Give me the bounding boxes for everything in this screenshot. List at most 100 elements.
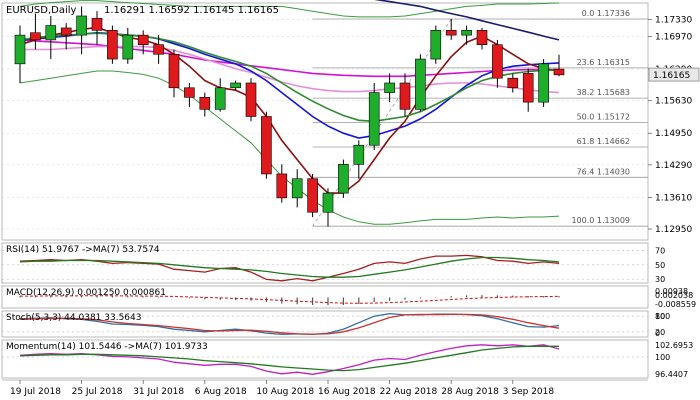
bearish-candle — [168, 53, 180, 89]
bearish-candle — [507, 77, 519, 89]
bullish-candle — [353, 144, 365, 165]
bullish-candle — [430, 30, 442, 60]
bullish-candle — [14, 34, 26, 65]
indicator-line — [19, 254, 560, 282]
bearish-candle — [184, 87, 195, 98]
bearish-candle — [445, 30, 457, 36]
bearish-candle — [91, 18, 103, 31]
bearish-candle — [522, 73, 534, 103]
bearish-candle — [276, 173, 288, 199]
bearish-candle — [30, 32, 41, 41]
fib-level-label: 61.8 1.14662 — [577, 137, 630, 146]
time-tick-label: 25 Jul 2018 — [72, 387, 123, 397]
indicator-header: Stoch(5,3,3) 44.0381 33.5643 — [6, 313, 141, 323]
indicator-line — [19, 345, 559, 372]
indicator-header: RSI(14) 51.9767 ->MA(7) 53.7574 — [6, 245, 160, 255]
time-tick-label: 10 Aug 2018 — [256, 387, 314, 397]
price-tick-label: 1.16970 — [655, 33, 692, 43]
chart-header-ohlc: 1.16291 1.16592 1.16145 1.16165 — [104, 5, 279, 16]
last-price-tag — [648, 67, 700, 82]
bullish-candle — [384, 82, 395, 93]
indicator-line — [19, 313, 560, 335]
time-axis: 19 Jul 2018 25 Jul 2018 31 Jul 2018 6 Aug 2… — [2, 379, 648, 397]
bullish-candle — [214, 87, 226, 110]
indicator-line — [19, 256, 560, 278]
indicator-header: Momentum(14) 101.5446 ->MA(7) 101.9733 — [6, 342, 208, 352]
indicator-header: MACD(12,26,9) 0.001250 0.000861 — [6, 288, 166, 298]
indicator-tick-label: -0.008559 — [655, 300, 696, 309]
bullish-candle — [322, 192, 334, 213]
fib-level-label: 0.0 1.17336 — [582, 9, 630, 18]
bullish-candle — [368, 92, 380, 146]
fibonacci-levels: 0.0 1.17336 23.6 1.16315 38.2 1.15683 50.0 … — [312, 9, 648, 227]
bullish-candle — [76, 15, 87, 36]
bearish-candle — [261, 116, 272, 175]
bearish-candle — [60, 27, 72, 36]
moving-average-line — [19, 0, 560, 18]
indicator-line — [19, 344, 560, 375]
indicator-tick-label: 0 — [655, 329, 660, 338]
indicator-tick-label: 80 — [655, 312, 665, 321]
indicator-panel-frame — [1, 285, 649, 309]
fib-level-label: 100.0 1.13009 — [571, 216, 630, 225]
bearish-candle — [307, 178, 318, 213]
bullish-candle — [538, 63, 549, 103]
time-tick-label: 31 Jul 2018 — [133, 387, 184, 397]
bearish-candle — [199, 97, 211, 110]
indicator-tick-label: 0.002038 — [655, 291, 693, 300]
bearish-candle — [137, 34, 149, 45]
price-panel-frame — [1, 2, 649, 241]
time-tick-label: 22 Aug 2018 — [380, 387, 438, 397]
fib-level-label: 76.4 1.14030 — [577, 167, 630, 176]
bearish-candle — [245, 82, 257, 117]
indicator-panel-frame — [1, 310, 649, 338]
fib-level-label: 38.2 1.15683 — [577, 88, 630, 97]
time-tick-label: 3 Sep 2018 — [503, 387, 555, 397]
bullish-candle — [291, 178, 303, 199]
indicator-tick-label: 100 — [655, 353, 670, 362]
price-tick-label: 1.15630 — [655, 97, 692, 107]
bearish-candle — [153, 44, 164, 55]
time-tick-label: 28 Aug 2018 — [441, 387, 499, 397]
indicator-tick-label: 30 — [655, 275, 665, 284]
indicator-tick-label: 20 — [655, 328, 665, 337]
price-tick-label: 1.17330 — [655, 15, 692, 25]
price-axis: 1.173301.169701.162901.156301.149501.142… — [648, 15, 700, 235]
price-panel[interactable]: 0.0 1.17336 23.6 1.16315 38.2 1.15683 50.0 … — [1, 0, 700, 241]
price-tick-label: 1.14290 — [655, 161, 692, 171]
price-tick-label: 1.13610 — [655, 193, 692, 203]
indicator-tick-label: 96.4407 — [655, 370, 688, 379]
moving-average-line — [374, 0, 560, 41]
bullish-candle — [461, 30, 472, 36]
bullish-candle — [122, 34, 134, 60]
time-tick-label: 19 Jul 2018 — [10, 387, 61, 397]
bearish-candle — [476, 30, 488, 45]
candlestick-series — [14, 6, 565, 227]
bullish-candle — [230, 82, 241, 89]
rsi-panel[interactable]: 70 50 30 RSI(14) 51.9767 ->MA(7) 53.7574 — [1, 242, 665, 284]
last-price-label: 1.16165 — [653, 71, 690, 81]
momentum-panel[interactable]: 102.6953 100 96.4407 Momentum(14) 101.5446 … — [1, 339, 693, 379]
moving-average-line — [19, 70, 560, 225]
fib-level-label: 23.6 1.16315 — [577, 58, 630, 67]
indicator-tick-label: 100 — [655, 312, 670, 321]
fib-level-label: 50.0 1.15172 — [577, 113, 630, 122]
indicator-tick-label: 70 — [655, 246, 665, 255]
indicator-tick-label: 50 — [655, 261, 665, 270]
indicator-panel-frame — [1, 242, 649, 284]
indicator-panel-frame — [1, 339, 649, 379]
indicator-tick-label: 0.00938 — [655, 287, 688, 296]
bullish-candle — [415, 58, 426, 110]
bearish-candle — [553, 68, 565, 76]
bullish-candle — [338, 164, 349, 194]
indicator-tick-label: 102.6953 — [655, 341, 693, 350]
price-tick-label: 1.12950 — [655, 225, 692, 235]
bullish-candle — [45, 25, 57, 41]
time-tick-label: 16 Aug 2018 — [318, 387, 376, 397]
bearish-candle — [492, 44, 503, 79]
chart-header-symbol: EURUSD,Daily — [6, 5, 77, 16]
